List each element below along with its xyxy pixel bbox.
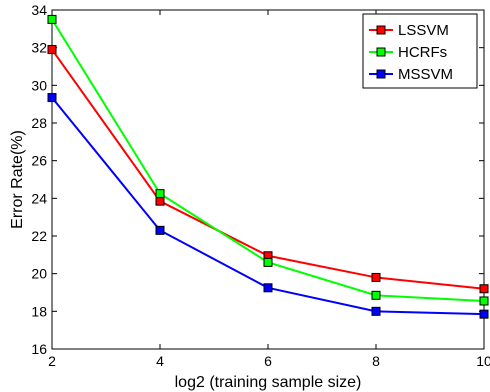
- data-point-mssvm: [263, 283, 273, 293]
- data-point-mssvm: [371, 306, 381, 316]
- legend-marker-mssvm: [376, 69, 386, 79]
- x-axis: 2 4 6 8 10: [48, 10, 490, 369]
- series-mssvm: [47, 93, 489, 319]
- data-point-lssvm: [479, 284, 489, 294]
- y-tick-label: 28: [31, 115, 47, 131]
- legend-item-lssvm: LSSVM: [369, 22, 449, 39]
- data-point-hcrfs: [371, 290, 381, 300]
- x-tick-label: 10: [476, 353, 490, 369]
- data-point-mssvm: [479, 309, 489, 319]
- data-point-hcrfs: [155, 189, 165, 199]
- x-axis-title: log2 (training sample size): [175, 374, 362, 391]
- x-tick-label: 6: [264, 353, 272, 369]
- y-tick-label: 26: [31, 153, 47, 169]
- y-tick-label: 34: [31, 2, 47, 18]
- legend-marker-lssvm: [376, 25, 386, 35]
- data-point-hcrfs: [479, 296, 489, 306]
- y-tick-label: 32: [31, 40, 47, 56]
- y-tick-label: 18: [31, 303, 47, 319]
- legend-item-mssvm: MSSVM: [369, 66, 453, 83]
- data-point-mssvm: [155, 225, 165, 235]
- data-point-lssvm: [155, 196, 165, 206]
- y-axis-title: Error Rate(%): [9, 130, 26, 229]
- legend-label-mssvm: MSSVM: [398, 66, 453, 83]
- legend-marker-hcrfs: [376, 47, 386, 57]
- x-tick-label: 2: [48, 353, 56, 369]
- y-tick-label: 24: [31, 190, 47, 206]
- x-tick-label: 8: [372, 353, 380, 369]
- data-point-lssvm: [371, 272, 381, 282]
- legend: LSSVM HCRFs MSSVM: [362, 13, 478, 89]
- legend-label-lssvm: LSSVM: [398, 22, 449, 39]
- y-tick-label: 30: [31, 77, 47, 93]
- y-tick-label: 22: [31, 228, 47, 244]
- x-tick-label: 4: [156, 353, 164, 369]
- data-point-hcrfs: [263, 257, 273, 267]
- series-lssvm: [47, 45, 489, 294]
- data-point-lssvm: [47, 45, 57, 55]
- data-point-mssvm: [47, 93, 57, 103]
- legend-label-hcrfs: HCRFs: [398, 44, 447, 61]
- series-hcrfs: [47, 14, 489, 306]
- data-point-hcrfs: [47, 14, 57, 24]
- legend-item-hcrfs: HCRFs: [369, 44, 447, 61]
- y-tick-label: 16: [31, 341, 47, 357]
- series-layer: [47, 14, 489, 319]
- y-tick-label: 20: [31, 266, 47, 282]
